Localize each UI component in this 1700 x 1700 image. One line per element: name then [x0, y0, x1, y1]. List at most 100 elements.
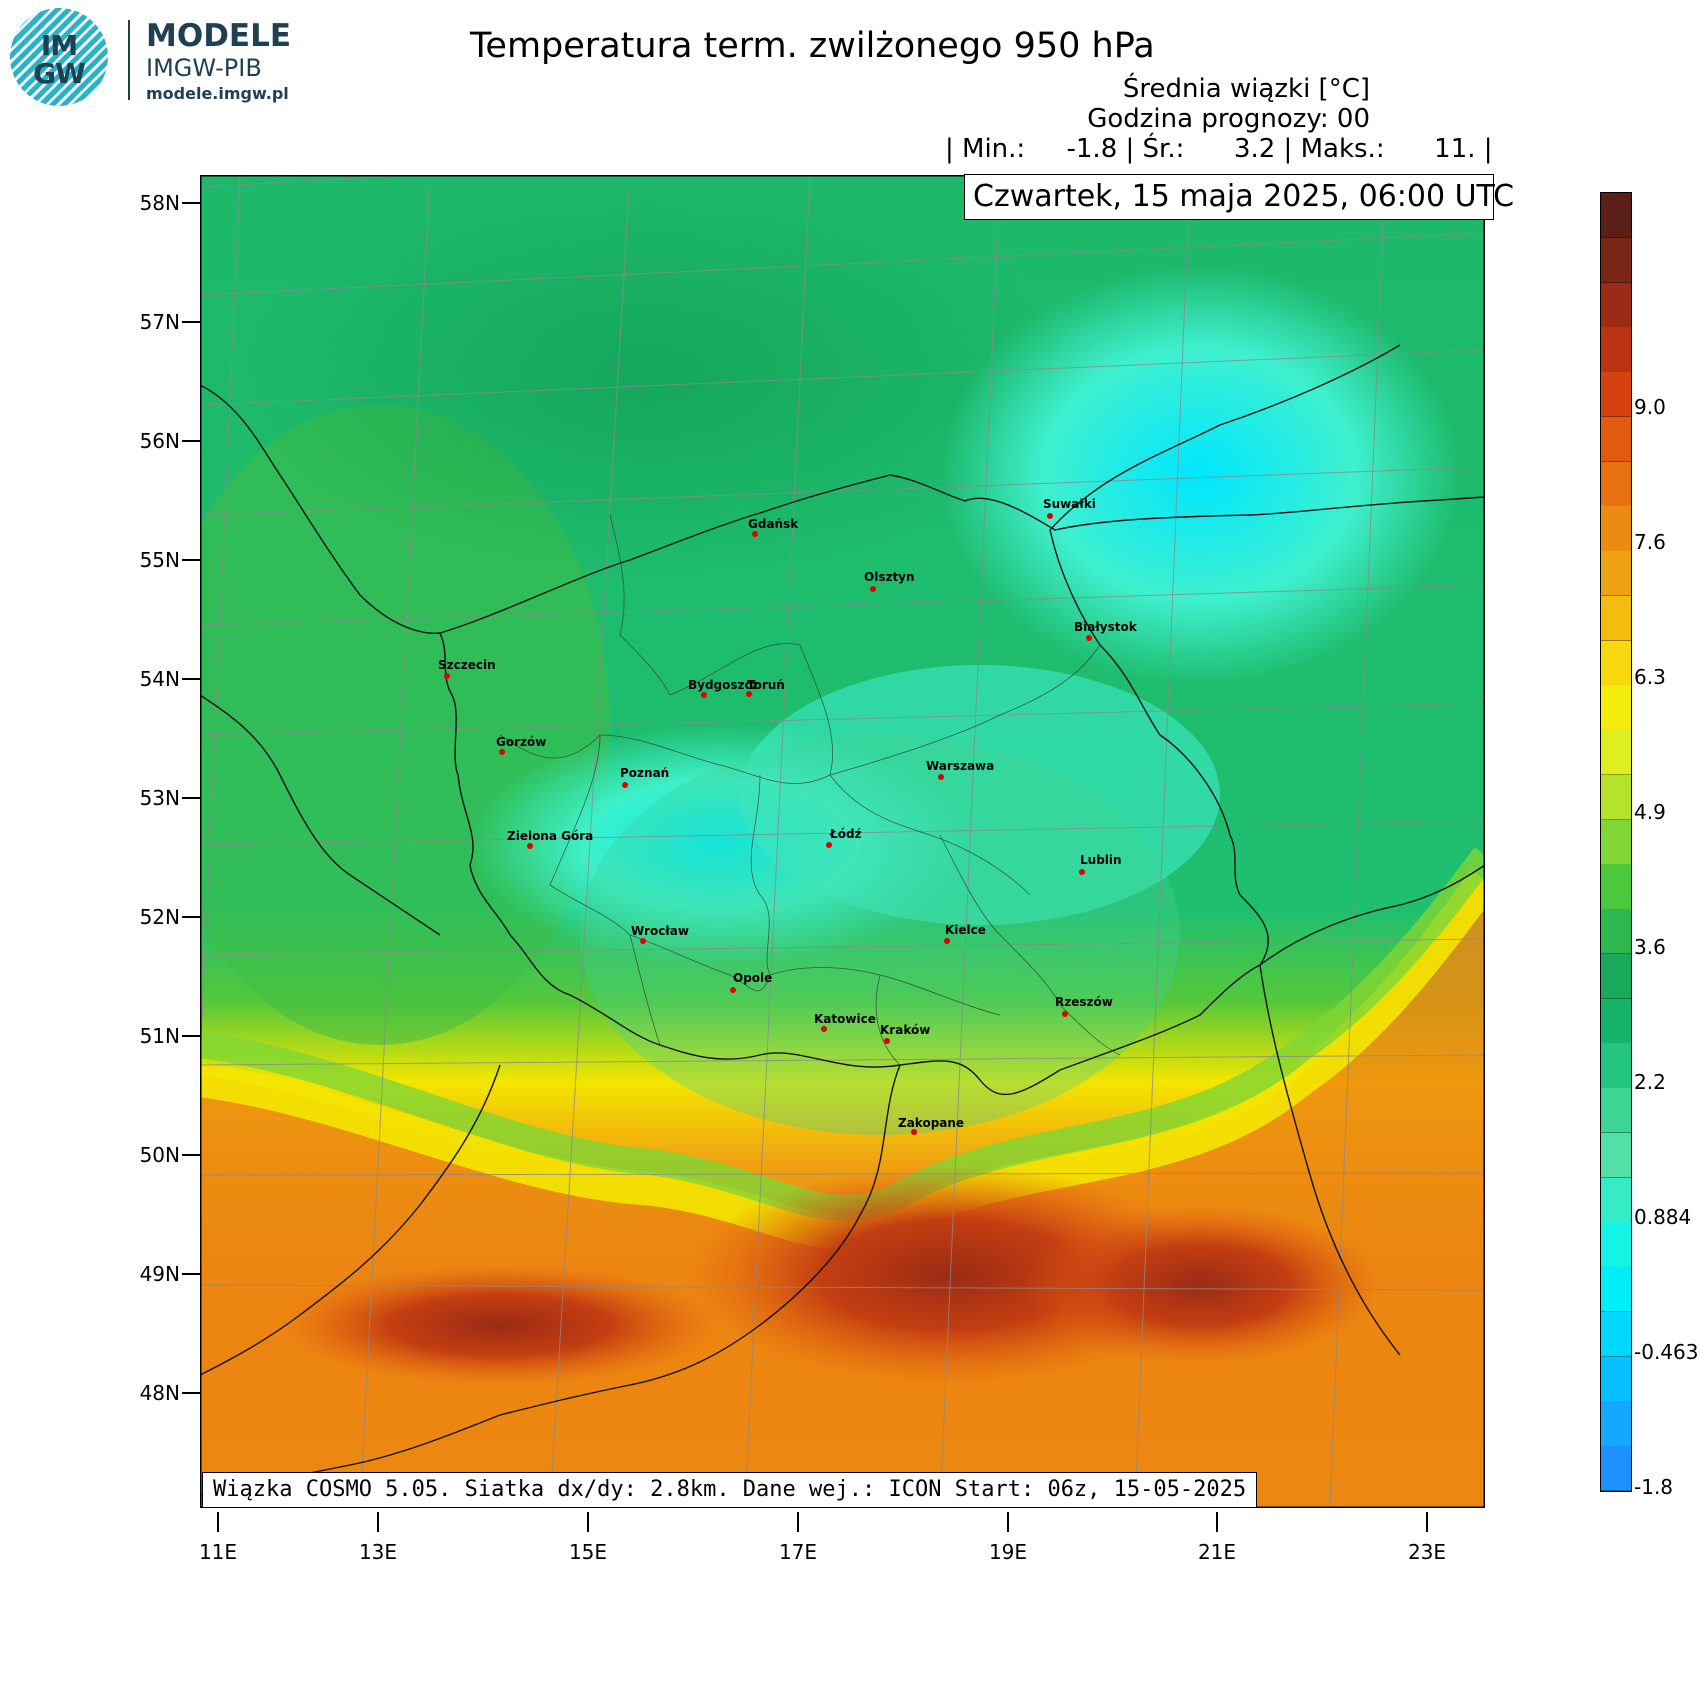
city-poznan[interactable]: Poznań: [620, 766, 669, 788]
model-info-footer: Wiązka COSMO 5.05. Siatka dx/dy: 2.8km. …: [202, 1472, 1258, 1508]
city-label: Gdańsk: [748, 517, 799, 531]
colorbar-label: -1.8: [1634, 1475, 1674, 1499]
city-bydgoszcz[interactable]: Bydgoszcz: [688, 678, 759, 698]
lat-label: 49N: [139, 1262, 180, 1286]
city-dot: [730, 987, 736, 993]
city-kielce[interactable]: Kielce: [944, 923, 986, 944]
city-dot: [944, 938, 950, 944]
city-rzeszow[interactable]: Rzeszów: [1055, 995, 1113, 1017]
lat-label: 55N: [139, 548, 180, 572]
city-dot: [701, 692, 707, 698]
ukraine-slovakia-border: [1259, 964, 1401, 1356]
city-krakow[interactable]: Kraków: [880, 1023, 930, 1044]
city-wroclaw[interactable]: Wrocław: [631, 924, 689, 944]
city-opole[interactable]: Opole: [730, 971, 772, 993]
colorbar-label: 2.2: [1634, 1070, 1666, 1094]
city-label: Suwałki: [1043, 497, 1096, 511]
city-markers: Gdańsk Olsztyn Suwałki Białystok Szczeci…: [438, 497, 1138, 1135]
city-dot: [870, 586, 876, 592]
city-warszawa[interactable]: Warszawa: [926, 759, 994, 780]
city-label: Łódź: [829, 827, 862, 841]
city-dot: [826, 842, 832, 848]
colorbar-step: [1601, 1401, 1631, 1447]
logo-title: MODELE: [146, 18, 292, 54]
city-lodz[interactable]: Łódź: [826, 827, 862, 848]
colorbar-step: [1601, 1088, 1631, 1134]
logo-subtitle: IMGW-PIB: [146, 54, 262, 82]
lat-label: 51N: [139, 1024, 180, 1048]
forecast-datetime: Czwartek, 15 maja 2025, 06:00 UTC: [964, 174, 1514, 220]
colorbar-label: 3.6: [1634, 935, 1666, 959]
city-label: Zielona Góra: [507, 829, 593, 843]
colorbar-step: [1601, 461, 1631, 507]
colorbar-step: [1601, 1043, 1631, 1089]
colorbar-step: [1601, 998, 1631, 1044]
czech-border: [200, 1064, 501, 1376]
city-label: Kielce: [945, 923, 986, 937]
city-zakopane[interactable]: Zakopane: [898, 1116, 964, 1135]
city-dot: [622, 782, 628, 788]
colorbar-step: [1601, 551, 1631, 597]
city-label: Wrocław: [631, 924, 689, 938]
colorbar-step: [1601, 372, 1631, 418]
city-zielona-gora[interactable]: Zielona Góra: [507, 829, 593, 849]
colorbar-step: [1601, 327, 1631, 373]
lat-label: 52N: [139, 905, 180, 929]
city-dot: [499, 749, 505, 755]
city-label: Szczecin: [438, 658, 496, 672]
colorbar-step: [1601, 864, 1631, 910]
city-lublin[interactable]: Lublin: [1079, 853, 1122, 875]
city-label: Rzeszów: [1055, 995, 1113, 1009]
colorbar-step: [1601, 1446, 1631, 1492]
city-gorzow[interactable]: Gorzów: [496, 735, 546, 755]
city-katowice[interactable]: Katowice: [814, 1012, 876, 1032]
city-torun[interactable]: Toruń: [746, 678, 785, 697]
city-label: Białystok: [1074, 620, 1138, 634]
lon-label: 23E: [1407, 1540, 1447, 1564]
lon-label: 17E: [778, 1540, 818, 1564]
city-dot: [746, 691, 752, 697]
voivodeship-borders: [499, 514, 1121, 1066]
colorbar-step: [1601, 282, 1631, 328]
forecast-map[interactable]: Gdańsk Olsztyn Suwałki Białystok Szczeci…: [200, 175, 1485, 1508]
imgw-logo: IM GW MODELE IMGW-PIB modele.imgw.pl: [10, 8, 340, 118]
colorbar-step: [1601, 595, 1631, 642]
lon-label: 11E: [198, 1540, 238, 1564]
city-dot: [752, 531, 758, 537]
germany-coast: [200, 384, 441, 634]
map-svg: Gdańsk Olsztyn Suwałki Białystok Szczeci…: [200, 175, 1485, 1508]
city-dot: [1062, 1011, 1068, 1017]
lat-label: 57N: [139, 310, 180, 334]
colorbar-step: [1601, 193, 1631, 239]
city-dot: [640, 938, 646, 944]
colorbar-step: [1601, 1222, 1631, 1268]
colorbar-step: [1601, 1356, 1631, 1402]
logo-url[interactable]: modele.imgw.pl: [146, 84, 289, 103]
city-dot: [1079, 869, 1085, 875]
city-szczecin[interactable]: Szczecin: [438, 658, 496, 679]
west-border: [200, 694, 441, 936]
colorbar-label: 9.0: [1634, 395, 1666, 419]
colorbar-label: 0.884: [1634, 1205, 1692, 1229]
lon-label: 21E: [1197, 1540, 1237, 1564]
colorbar-step: [1601, 909, 1631, 955]
imgw-logo-emblem: IM GW: [10, 8, 108, 106]
city-gdansk[interactable]: Gdańsk: [748, 517, 799, 537]
map-title: Temperatura term. zwilżonego 950 hPa: [470, 26, 1155, 66]
colorbar-label: 7.6: [1634, 530, 1666, 554]
colorbar-label: 4.9: [1634, 800, 1666, 824]
city-dot: [444, 673, 450, 679]
colorbar-step: [1601, 1177, 1631, 1223]
logo-letters-bottom: GW: [33, 57, 86, 90]
colorbar-step: [1601, 819, 1631, 865]
city-dot: [821, 1026, 827, 1032]
city-label: Poznań: [620, 766, 669, 780]
colorbar-step: [1601, 1132, 1631, 1179]
city-suwalki[interactable]: Suwałki: [1043, 497, 1096, 519]
ukraine-border: [1259, 864, 1485, 966]
city-bialystok[interactable]: Białystok: [1074, 620, 1138, 641]
city-dot: [1086, 635, 1092, 641]
logo-letters-top: IM: [40, 29, 78, 62]
city-olsztyn[interactable]: Olsztyn: [864, 570, 915, 592]
poland-border: [439, 529, 1269, 1096]
